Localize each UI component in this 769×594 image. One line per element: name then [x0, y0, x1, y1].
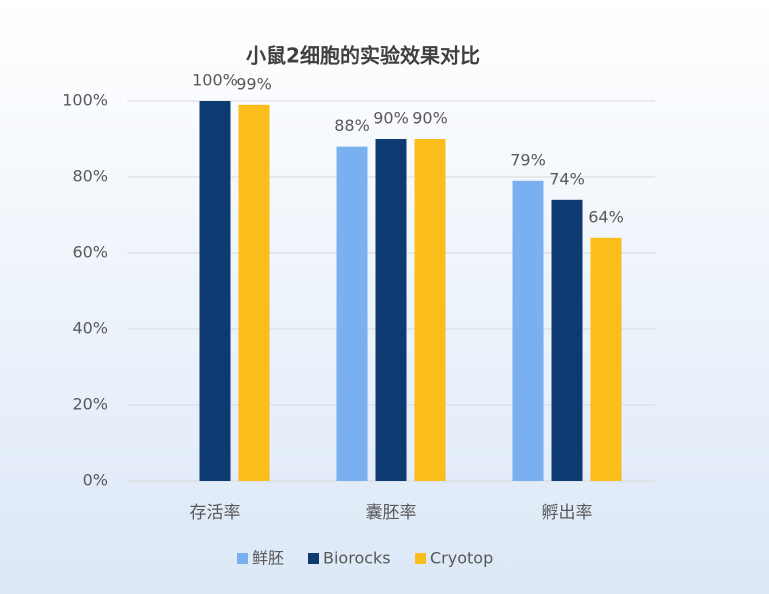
bar: [238, 104, 270, 482]
bar: [512, 180, 544, 482]
legend-swatch: [308, 553, 319, 564]
y-tick-label: 0%: [83, 471, 108, 490]
bar: [199, 101, 231, 481]
y-tick-label: 60%: [72, 243, 108, 262]
x-tick-label: 囊胚率: [366, 503, 417, 523]
bar: [414, 139, 446, 481]
y-tick-label: 80%: [72, 167, 108, 186]
y-tick-label: 40%: [72, 319, 108, 338]
x-tick-label: 孵出率: [542, 503, 593, 523]
value-label: 90%: [373, 109, 409, 128]
value-label: 100%: [192, 71, 238, 90]
legend-label: 鲜胚: [252, 549, 284, 568]
y-tick-label: 20%: [72, 395, 108, 414]
value-label: 64%: [588, 207, 624, 226]
legend-label: Biorocks: [323, 549, 391, 568]
value-label: 90%: [412, 109, 448, 128]
legend-swatch: [237, 553, 248, 564]
bar: [375, 139, 407, 481]
value-label: 74%: [549, 169, 585, 188]
bar: [551, 199, 583, 482]
legend-swatch: [415, 553, 426, 564]
legend-label: Cryotop: [430, 549, 493, 568]
y-tick-label: 100%: [62, 91, 108, 110]
bar: [336, 146, 368, 481]
bar: [590, 237, 622, 481]
x-tick-label: 存活率: [190, 503, 241, 523]
value-label: 79%: [510, 150, 546, 169]
value-label: 99%: [236, 74, 272, 93]
chart-title: 小鼠2细胞的实验效果对比: [246, 44, 480, 68]
value-label: 88%: [334, 116, 370, 135]
